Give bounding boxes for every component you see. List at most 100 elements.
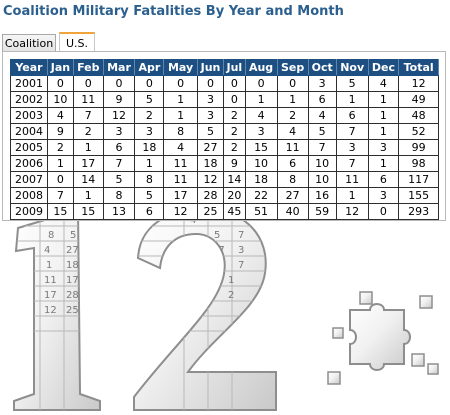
month-cell: 2 (223, 107, 246, 124)
month-cell: 1 (367, 123, 400, 140)
month-cell: 11 (163, 155, 198, 172)
reflected-cell: 7 (238, 260, 244, 271)
month-cell: 5 (307, 123, 337, 140)
month-cell: 1 (163, 91, 198, 108)
month-cell: 22 (244, 187, 278, 204)
column-header-sep: Sep (276, 59, 309, 76)
reflected-cell: 11 (44, 275, 57, 286)
month-cell: 18 (134, 139, 165, 156)
month-cell: 1 (367, 155, 400, 172)
month-cell: 11 (72, 91, 104, 108)
month-cell: 15 (72, 203, 104, 220)
month-cell: 6 (102, 139, 136, 156)
month-cell: 6 (276, 155, 309, 172)
column-header-apr: Apr (134, 59, 165, 76)
total-cell: 155 (398, 187, 439, 204)
month-cell: 16 (307, 187, 337, 204)
table-row: 2003 4 7 12 2 1 3 2 4 2 4 6 1 48 (10, 107, 439, 124)
month-cell: 14 (223, 171, 246, 188)
reflected-cell: 17 (44, 290, 57, 301)
year-cell: 2005 (10, 139, 48, 156)
month-cell: 4 (276, 123, 309, 140)
table-header-row: Year Jan Feb Mar Apr May Jun Jul Aug Sep Oct Nov Dec… (10, 59, 439, 76)
reflected-cell: 25 (66, 305, 79, 316)
total-cell: 293 (398, 203, 439, 220)
month-cell: 1 (244, 91, 278, 108)
month-cell: 10 (307, 155, 337, 172)
month-cell: 7 (102, 155, 136, 172)
month-cell: 1 (335, 91, 369, 108)
month-cell: 1 (163, 107, 198, 124)
month-cell: 5 (335, 75, 369, 92)
month-cell: 2 (46, 139, 74, 156)
reflected-cell: 4 (44, 245, 50, 256)
month-cell: 0 (134, 75, 165, 92)
column-header-feb: Feb (72, 59, 104, 76)
month-cell: 1 (46, 155, 74, 172)
total-cell: 49 (398, 91, 439, 108)
month-cell: 8 (134, 171, 165, 188)
month-cell: 6 (367, 171, 400, 188)
month-cell: 11 (335, 171, 369, 188)
month-cell: 2 (134, 107, 165, 124)
month-cell: 18 (196, 155, 225, 172)
month-cell: 12 (335, 203, 369, 220)
column-header-nov: Nov (335, 59, 369, 76)
month-cell: 0 (223, 91, 246, 108)
month-cell: 12 (163, 203, 198, 220)
total-cell: 12 (398, 75, 439, 92)
page-title: Coalition Military Fatalities By Year an… (3, 4, 344, 19)
reflected-cell: 12 (44, 305, 57, 316)
month-cell: 45 (223, 203, 246, 220)
month-cell: 10 (307, 171, 337, 188)
tab-coalition[interactable]: Coalition (2, 34, 56, 51)
fatalities-panel: Year Jan Feb Mar Apr May Jun Jul Aug Sep Oct Nov Dec… (2, 51, 446, 221)
table-row: 2001 0 0 0 0 0 0 0 0 0 3 5 4 12 (10, 75, 439, 92)
month-cell: 40 (276, 203, 309, 220)
year-cell: 2007 (10, 171, 48, 188)
month-cell: 17 (163, 187, 198, 204)
month-cell: 1 (72, 139, 104, 156)
year-cell: 2003 (10, 107, 48, 124)
reflected-cell: 27 (66, 245, 79, 256)
column-header-aug: Aug (244, 59, 278, 76)
total-cell: 52 (398, 123, 439, 140)
reflected-cell: 18 (66, 260, 79, 271)
month-cell: 6 (134, 203, 165, 220)
month-cell: 3 (196, 107, 225, 124)
month-cell: 3 (244, 123, 278, 140)
month-cell: 4 (307, 107, 337, 124)
month-cell: 6 (307, 91, 337, 108)
month-cell: 14 (72, 171, 104, 188)
month-cell: 15 (244, 139, 278, 156)
month-cell: 2 (223, 123, 246, 140)
month-cell: 1 (134, 155, 165, 172)
month-cell: 0 (46, 75, 74, 92)
month-cell: 4 (46, 107, 74, 124)
month-cell: 0 (367, 203, 400, 220)
year-cell: 2009 (10, 203, 48, 220)
reflected-cell: 5 (214, 230, 220, 241)
month-cell: 3 (367, 187, 400, 204)
puzzle-piece-icon (327, 291, 439, 385)
year-cell: 2004 (10, 123, 48, 140)
month-cell: 7 (72, 107, 104, 124)
month-cell: 3 (307, 75, 337, 92)
month-cell: 5 (134, 91, 165, 108)
tab-us[interactable]: U.S. (59, 32, 95, 51)
month-cell: 1 (367, 107, 400, 124)
total-cell: 117 (398, 171, 439, 188)
reflected-cell: 1 (46, 260, 52, 271)
month-cell: 9 (102, 91, 136, 108)
reflected-cell: 28 (66, 290, 79, 301)
total-cell: 98 (398, 155, 439, 172)
month-cell: 28 (196, 187, 225, 204)
reflected-cell: 5 (70, 230, 76, 241)
month-cell: 5 (134, 187, 165, 204)
month-cell: 9 (46, 123, 74, 140)
column-header-jun: Jun (196, 59, 225, 76)
month-cell: 9 (223, 155, 246, 172)
month-cell: 4 (244, 107, 278, 124)
month-cell: 0 (223, 75, 246, 92)
reflected-cell: 17 (66, 275, 79, 286)
